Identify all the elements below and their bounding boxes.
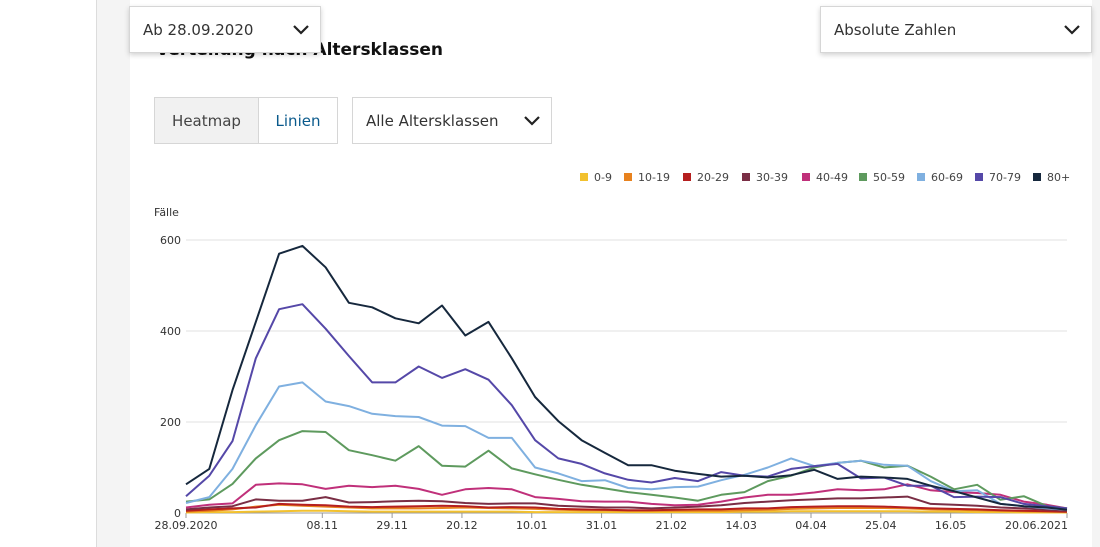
age-group-select[interactable]: Alle Altersklassen [352,97,552,144]
x-axis: 28.09.2020 08.11 29.11 20.12 10.01 31.01 21.02… [155,513,1068,532]
legend-swatch [580,173,588,181]
series-line [185,509,1067,514]
x-tick-label: 31.01 [586,519,618,532]
y-axis-label: Fälle [154,206,179,219]
series-0-9 [185,509,1067,514]
series-80+ [185,244,1068,511]
series-60-69 [185,381,1068,511]
series-line [185,502,1068,513]
legend-item[interactable]: 80+ [1033,171,1070,184]
legend-swatch [624,173,632,181]
legend-swatch [742,173,750,181]
series-70-79 [185,303,1068,510]
series-line [185,303,1068,510]
legend-label: 30-39 [756,171,788,184]
heatmap-tab[interactable]: Heatmap [155,98,259,143]
y-axis: 0 200 400 600 [160,234,181,520]
x-tick-label: 25.04 [865,519,897,532]
y-tick-label: 200 [160,416,181,429]
legend-item[interactable]: 40-49 [802,171,848,184]
series-50-59 [185,430,1068,510]
legend-label: 80+ [1047,171,1070,184]
legend-swatch [859,173,867,181]
legend-item[interactable]: 70-79 [975,171,1021,184]
x-tick-label: 20.06.2021 [1005,519,1068,532]
legend-label: 20-29 [697,171,729,184]
age-group-select-value: Alle Altersklassen [366,111,499,130]
legend-swatch [1033,173,1041,181]
lines-tab[interactable]: Linien [259,98,337,143]
series-20-29 [185,502,1068,513]
x-tick-label: 16.05 [935,519,967,532]
series-30-39 [185,495,1068,512]
date-range-select[interactable]: Ab 28.09.2020 [129,6,321,53]
chart-series [185,244,1068,514]
legend-swatch [802,173,810,181]
series-line [185,381,1068,511]
series-line [185,495,1068,512]
x-tick-label: 21.02 [656,519,688,532]
chevron-down-icon [1064,24,1080,35]
x-tick-label: 08.11 [307,519,339,532]
legend-item[interactable]: 50-59 [859,171,905,184]
y-tick-label: 0 [174,507,181,520]
legend-swatch [917,173,925,181]
view-toggle: Heatmap Linien [154,97,338,144]
legend-item[interactable]: 20-29 [683,171,729,184]
series-line [185,482,1068,510]
legend-label: 60-69 [931,171,963,184]
legend-swatch [683,173,691,181]
x-tick-label: 10.01 [516,519,548,532]
legend-label: 70-79 [989,171,1021,184]
x-tick-label: 29.11 [376,519,408,532]
y-tick-label: 600 [160,234,181,247]
x-tick-label: 20.12 [446,519,478,532]
x-tick-label: 14.03 [725,519,757,532]
chevron-down-icon [524,115,540,126]
x-tick-label: 28.09.2020 [155,519,218,532]
legend-label: 50-59 [873,171,905,184]
series-line [185,430,1068,510]
legend-item[interactable]: 60-69 [917,171,963,184]
value-mode-select-value: Absolute Zahlen [834,20,957,39]
y-tick-label: 400 [160,325,181,338]
date-range-select-value: Ab 28.09.2020 [143,20,254,39]
legend-label: 0-9 [594,171,612,184]
legend-label: 10-19 [638,171,670,184]
chart-grid [186,239,1067,514]
chevron-down-icon [293,24,309,35]
left-panel [0,0,97,547]
legend-swatch [975,173,983,181]
series-line [185,244,1068,511]
legend-label: 40-49 [816,171,848,184]
legend-item[interactable]: 10-19 [624,171,670,184]
series-40-49 [185,482,1068,510]
legend-item[interactable]: 30-39 [742,171,788,184]
x-tick-label: 04.04 [795,519,827,532]
value-mode-select[interactable]: Absolute Zahlen [820,6,1092,53]
chart-legend: 0-9 10-19 20-29 30-39 40-49 50-59 60-69 70-79 80… [580,171,1070,184]
legend-item[interactable]: 0-9 [580,171,612,184]
